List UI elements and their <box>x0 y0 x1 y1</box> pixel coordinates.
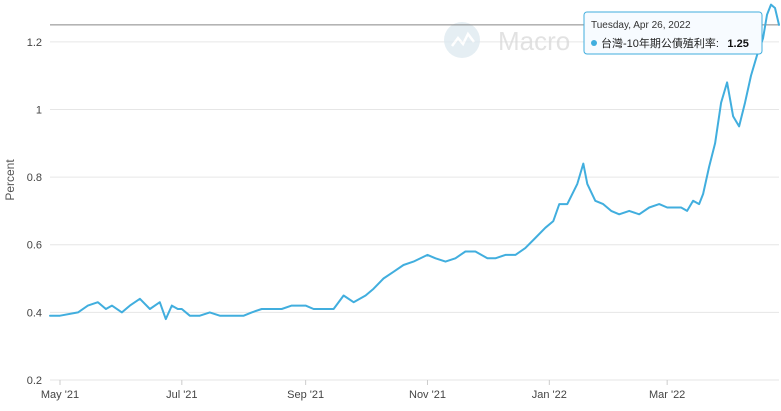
y-tick-label: 0.4 <box>27 307 42 319</box>
x-tick-label: Nov '21 <box>409 389 446 401</box>
x-tick-label: Jul '21 <box>166 389 197 401</box>
x-tick-label: Sep '21 <box>287 389 324 401</box>
axes: Percent 0.2 0.4 0.6 0.8 1 1.2 May '21 Jul '21 Se… <box>3 37 685 401</box>
y-tick-label: 0.2 <box>27 375 42 387</box>
series-line <box>49 3 780 321</box>
tooltip-value: 1.25 <box>727 38 748 50</box>
watermark-logo-mark <box>451 31 475 47</box>
tooltip: Tuesday, Apr 26, 2022 台灣-10年期公債殖利率: 1.25 <box>583 11 763 55</box>
tooltip-series-marker-icon <box>591 40 597 46</box>
tooltip-box <box>583 11 763 55</box>
tooltip-series-row: 台灣-10年期公債殖利率: 1.25 <box>601 34 749 51</box>
y-axis-title: Percent <box>3 159 17 201</box>
y-tick-label: 0.6 <box>27 240 42 252</box>
grid-lines <box>50 41 779 381</box>
watermark: Macro <box>444 22 570 58</box>
y-tick-label: 0.8 <box>27 172 42 184</box>
x-tick-label: Mar '22 <box>649 389 685 401</box>
x-tick-label: May '21 <box>41 389 79 401</box>
watermark-logo-icon <box>444 22 480 58</box>
x-tick-label: Jan '22 <box>532 389 567 401</box>
watermark-text: Macro <box>498 26 570 56</box>
y-tick-label: 1.2 <box>27 37 42 49</box>
tooltip-series-label: 台灣-10年期公債殖利率: <box>601 36 719 50</box>
y-tick-label: 1 <box>36 104 42 116</box>
series-layer <box>49 3 780 321</box>
tooltip-date: Tuesday, Apr 26, 2022 <box>591 20 691 31</box>
